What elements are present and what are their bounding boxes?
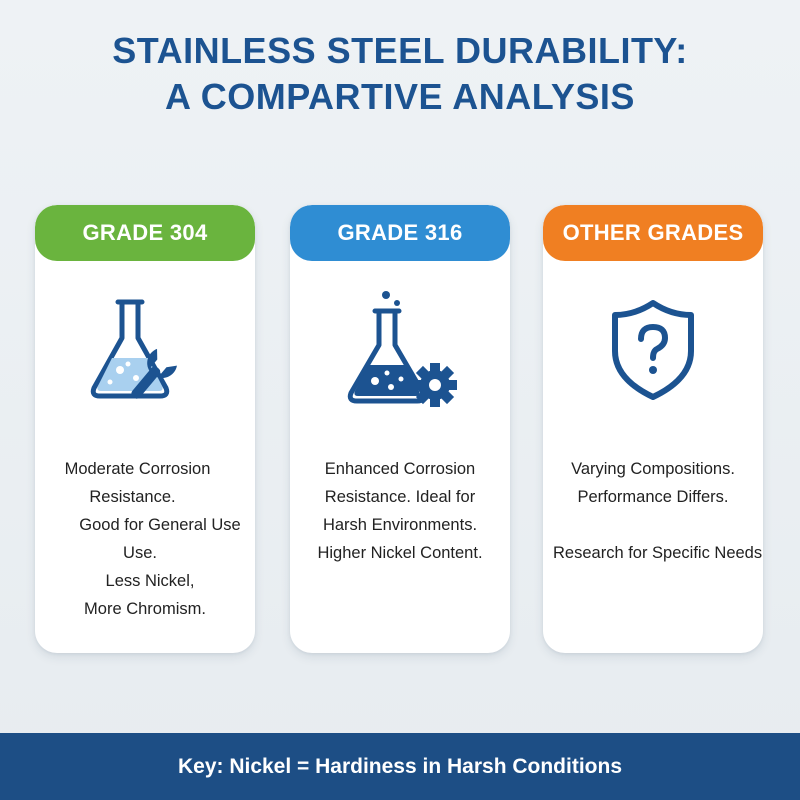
grade-304-line: More Chromism. [84, 600, 206, 618]
page-title-line-1: STAINLESS STEEL DURABILITY: [112, 30, 688, 71]
flask-wrench-icon [35, 285, 255, 415]
grade-304-line: Less Nickel, [105, 572, 195, 590]
other-grades-line: Varying Compositions. [571, 460, 735, 478]
grade-316-line: Enhanced Corrosion [324, 460, 476, 478]
other-grades-description: Varying Compositions. Performance Differ… [553, 455, 763, 567]
other-grades-card: OTHER GRADES Varying Compositions. Perfo… [543, 205, 763, 653]
grade-304-header: GRADE 304 [35, 205, 255, 261]
grade-304-card: GRADE 304 Moderate Corrosion Resistance.… [35, 205, 255, 653]
other-grades-line: Performance Differs. [577, 488, 729, 506]
grade-316-line: Harsh Environments. [322, 516, 478, 534]
grade-304-line: Resistance. [89, 488, 176, 506]
page-title: STAINLESS STEEL DURABILITY: A COMPARTIVE… [0, 28, 800, 120]
grade-304-line: Moderate Corrosion [64, 460, 211, 478]
grade-316-description: Enhanced Corrosion Resistance. Ideal for… [300, 455, 500, 567]
grade-304-description: Moderate Corrosion Resistance. Good for … [45, 455, 245, 623]
grade-304-line: Use. [123, 544, 157, 562]
grade-316-line: Higher Nickel Content. [317, 544, 483, 562]
grade-316-line: Resistance. Ideal for [324, 488, 476, 506]
grade-304-line: Good for General Use [79, 516, 241, 534]
grade-316-card: GRADE 316 [290, 205, 510, 653]
other-grades-line: Research for Specific Needs [553, 544, 763, 562]
key-footer-text: Key: Nickel = Hardiness in Harsh Conditi… [177, 754, 623, 778]
flask-gear-icon [290, 285, 510, 415]
key-footer-bar: Key: Nickel = Hardiness in Harsh Conditi… [0, 733, 800, 800]
shield-question-icon [543, 285, 763, 415]
other-grades-header: OTHER GRADES [543, 205, 763, 261]
other-grades-spacer [553, 511, 753, 539]
grade-316-header: GRADE 316 [290, 205, 510, 261]
page-title-line-2: A COMPARTIVE ANALYSIS [165, 76, 635, 117]
